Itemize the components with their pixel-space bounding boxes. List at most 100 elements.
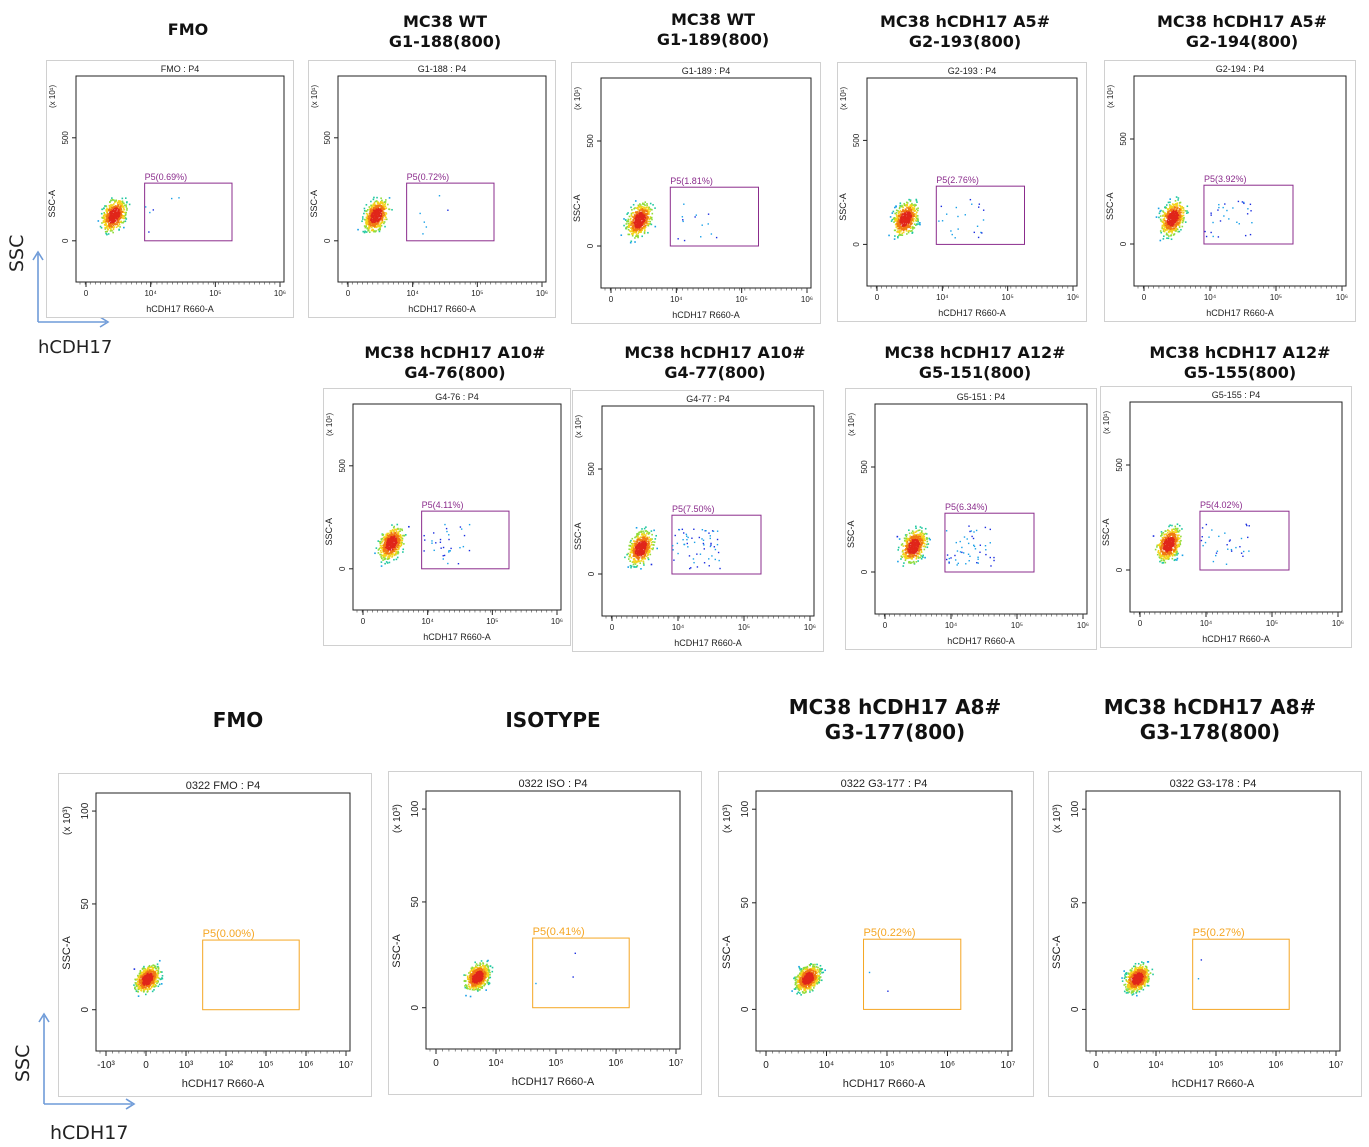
event-point (395, 558, 398, 561)
event-point (910, 557, 913, 560)
event-point (635, 214, 637, 216)
event-point (627, 558, 630, 560)
event-point (1172, 222, 1174, 225)
event-point (896, 535, 899, 538)
x-tick-label: 0 (610, 623, 615, 632)
event-point (917, 553, 919, 555)
event-point (103, 213, 106, 215)
gate-event (703, 562, 706, 564)
event-point (909, 556, 911, 558)
event-point (907, 551, 910, 554)
gate-event (950, 557, 952, 559)
event-point (370, 207, 373, 210)
event-point (380, 197, 382, 200)
y-exponent: (x 10¹) (48, 85, 57, 108)
event-point (628, 223, 631, 225)
event-point (904, 224, 907, 227)
event-point (115, 223, 118, 226)
event-point (648, 536, 650, 539)
gate-event (448, 534, 450, 536)
event-point (1176, 227, 1178, 230)
event-point (1173, 212, 1176, 215)
event-point (642, 541, 645, 544)
event-point (372, 217, 374, 219)
x-tick-label: 10⁴ (936, 293, 949, 302)
event-point (396, 528, 398, 530)
event-point (906, 205, 909, 207)
event-point (648, 223, 650, 225)
event-point (113, 206, 115, 208)
event-point (896, 225, 899, 227)
event-point (402, 548, 405, 551)
event-point (1172, 212, 1174, 214)
gate-event (954, 237, 956, 239)
event-point (107, 221, 110, 223)
event-point (397, 548, 400, 550)
gate-event (707, 223, 709, 225)
event-point (114, 205, 117, 207)
event-point (633, 216, 635, 218)
y-tick-label: 0 (1119, 241, 1128, 246)
x-axis-label: hCDH17 R660-A (408, 304, 476, 314)
event-point (643, 533, 646, 536)
event-point (897, 560, 899, 563)
event-point (906, 212, 909, 214)
event-point (393, 535, 396, 537)
event-point (1162, 218, 1165, 221)
event-point (400, 536, 403, 539)
event-point (912, 220, 915, 223)
side-y-label-bottom: SSC (12, 1044, 34, 1082)
x-tick-label: 10⁵ (486, 617, 498, 626)
panel-header: G5-155 : P4 (1212, 390, 1261, 400)
event-point (915, 208, 918, 210)
event-point (644, 530, 647, 532)
event-point (911, 230, 913, 232)
event-point (1159, 215, 1162, 217)
event-point (112, 215, 115, 217)
event-point (1181, 205, 1183, 208)
event-point (631, 233, 633, 235)
event-point (908, 218, 910, 221)
event-point (899, 202, 902, 205)
gate-event (152, 209, 155, 211)
event-point (105, 205, 107, 207)
event-point (388, 556, 391, 559)
event-point (916, 536, 919, 539)
event-point (385, 540, 387, 542)
event-point (385, 218, 388, 221)
event-point (390, 550, 393, 553)
event-point (900, 544, 903, 546)
gate-event (673, 559, 675, 561)
event-point (1173, 229, 1176, 232)
event-point (365, 212, 368, 215)
event-point (1177, 230, 1179, 233)
event-point (903, 222, 905, 225)
event-point (630, 546, 633, 548)
event-point (641, 235, 644, 238)
event-point (635, 535, 638, 538)
gate-event (1250, 210, 1252, 212)
event-point (918, 549, 921, 551)
gate-event (1226, 209, 1228, 212)
event-point (1178, 207, 1181, 210)
event-point (1159, 230, 1162, 232)
event-point (904, 208, 907, 211)
event-point (643, 227, 646, 230)
event-point (1172, 208, 1175, 211)
event-point (1163, 228, 1166, 230)
event-point (915, 525, 917, 528)
event-point (380, 224, 383, 227)
event-point (638, 560, 641, 563)
event-point (1178, 217, 1181, 219)
event-point (899, 217, 902, 219)
event-point (639, 531, 641, 533)
gate-event (973, 231, 975, 234)
event-point (639, 209, 641, 212)
event-point (393, 548, 395, 550)
gate-event (692, 558, 695, 560)
event-point (911, 212, 913, 214)
event-point (639, 218, 641, 221)
event-point (647, 533, 650, 535)
event-point (634, 231, 637, 234)
